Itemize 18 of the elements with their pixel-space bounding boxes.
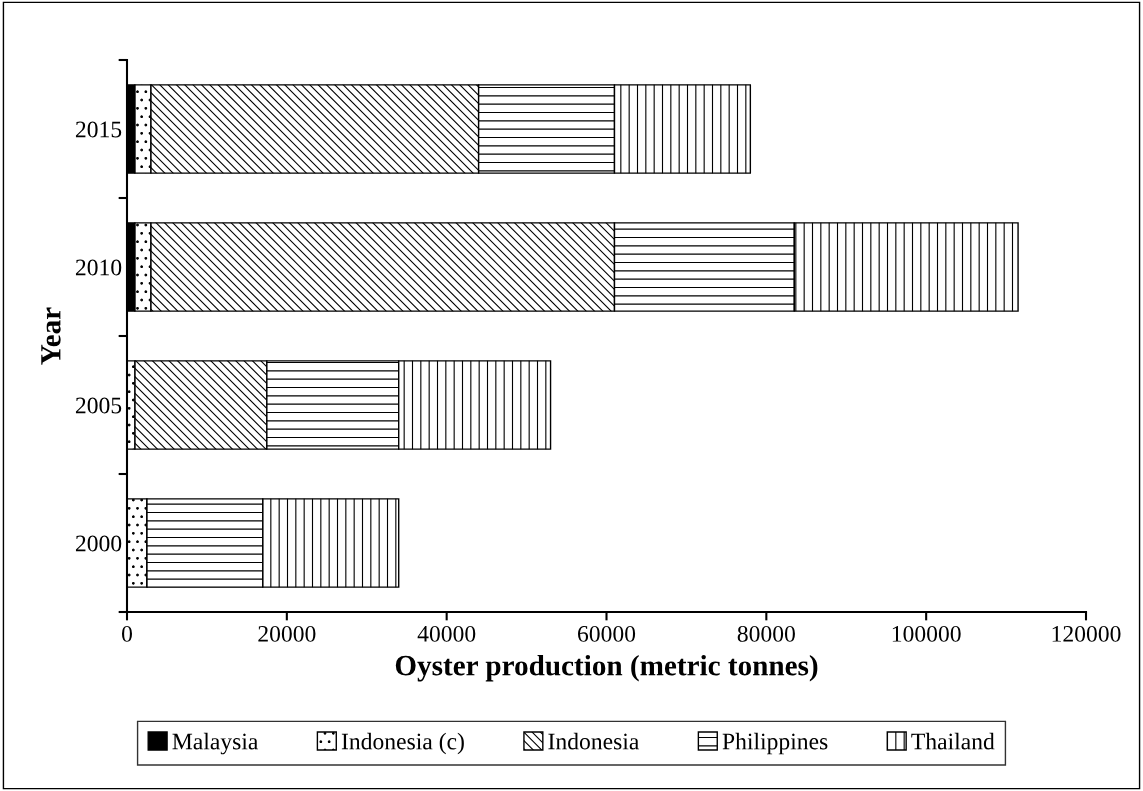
y-tick-label: 2015 [75,121,122,138]
y-tick-label: 2005 [75,397,122,414]
y-tick-label: 2010 [75,259,122,276]
x-tick-label: 120000 [1052,625,1121,642]
x-axis-title: Oyster production (metric tonnes) [395,654,818,682]
y-tick-label: 2000 [75,535,122,552]
x-tick-label: 20000 [258,625,316,642]
x-tick-label: 0 [122,625,132,642]
x-tick-label: 80000 [737,625,795,642]
x-tick-label: 60000 [578,625,636,642]
legend-label: Malaysia [172,732,259,755]
legend-label: Indonesia [548,732,640,750]
y-axis-title: Year [41,307,61,365]
x-tick-label: 100000 [892,625,961,642]
x-tick-label: 40000 [417,625,476,642]
legend-label: Philippines [722,732,828,755]
legend-label: Thailand [911,732,995,750]
legend-label: Indonesia (c) [341,732,464,755]
